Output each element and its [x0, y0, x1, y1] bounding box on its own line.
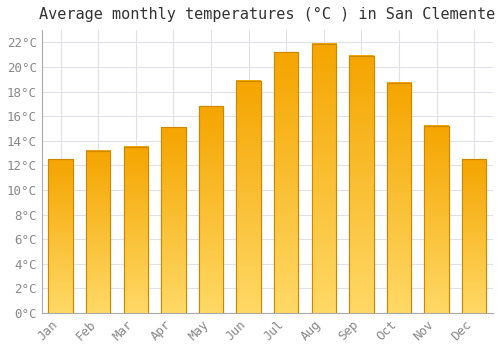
Bar [387, 83, 411, 313]
Bar [199, 106, 223, 313]
Bar [387, 83, 411, 313]
Bar [312, 44, 336, 313]
Bar [86, 150, 110, 313]
Bar [424, 126, 449, 313]
Bar [424, 126, 449, 313]
Bar [161, 127, 186, 313]
Bar [462, 159, 486, 313]
Bar [199, 106, 223, 313]
Bar [274, 52, 298, 313]
Bar [236, 80, 261, 313]
Bar [124, 147, 148, 313]
Bar [312, 44, 336, 313]
Bar [48, 159, 73, 313]
Bar [274, 52, 298, 313]
Bar [462, 159, 486, 313]
Title: Average monthly temperatures (°C ) in San Clemente: Average monthly temperatures (°C ) in Sa… [40, 7, 496, 22]
Bar [236, 80, 261, 313]
Bar [48, 159, 73, 313]
Bar [124, 147, 148, 313]
Bar [349, 56, 374, 313]
Bar [161, 127, 186, 313]
Bar [86, 150, 110, 313]
Bar [349, 56, 374, 313]
